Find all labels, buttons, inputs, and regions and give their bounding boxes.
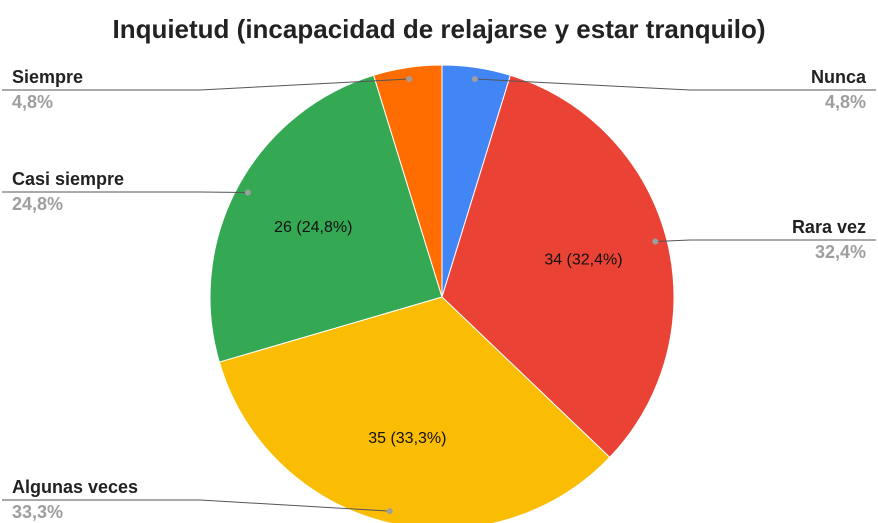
legend-label: Nunca bbox=[811, 67, 867, 87]
chart-title: Inquietud (incapacidad de relajarse y es… bbox=[112, 14, 765, 44]
leader-dot bbox=[244, 189, 251, 196]
percent-label: 4,8% bbox=[12, 92, 53, 112]
percent-label: 33,3% bbox=[12, 502, 63, 522]
leader-line bbox=[2, 78, 410, 91]
pie-slice bbox=[441, 74, 675, 459]
pie-slice bbox=[218, 296, 611, 523]
percent-label: 4,8% bbox=[825, 92, 866, 112]
pie-slice bbox=[372, 64, 443, 298]
leader-dot bbox=[652, 238, 659, 245]
percent-label: 24,8% bbox=[12, 194, 63, 214]
leader-line bbox=[2, 191, 248, 194]
pie-slice bbox=[209, 74, 443, 363]
slice-label: 34 (32,4%) bbox=[544, 251, 622, 268]
leader-dot bbox=[471, 76, 478, 83]
leader-line bbox=[655, 239, 876, 243]
leader-line bbox=[2, 499, 390, 512]
leader-dot bbox=[406, 76, 413, 83]
legend-label: Rara vez bbox=[792, 217, 866, 237]
leader-dot bbox=[386, 508, 393, 515]
percent-label: 32,4% bbox=[815, 242, 866, 262]
slice-label: 26 (24,8%) bbox=[274, 219, 352, 236]
legend-label: Casi siempre bbox=[12, 169, 124, 189]
slice-label: 35 (33,3%) bbox=[368, 430, 446, 447]
legend-label: Siempre bbox=[12, 67, 83, 87]
legend-label: Algunas veces bbox=[12, 477, 138, 497]
leader-line bbox=[474, 78, 876, 91]
